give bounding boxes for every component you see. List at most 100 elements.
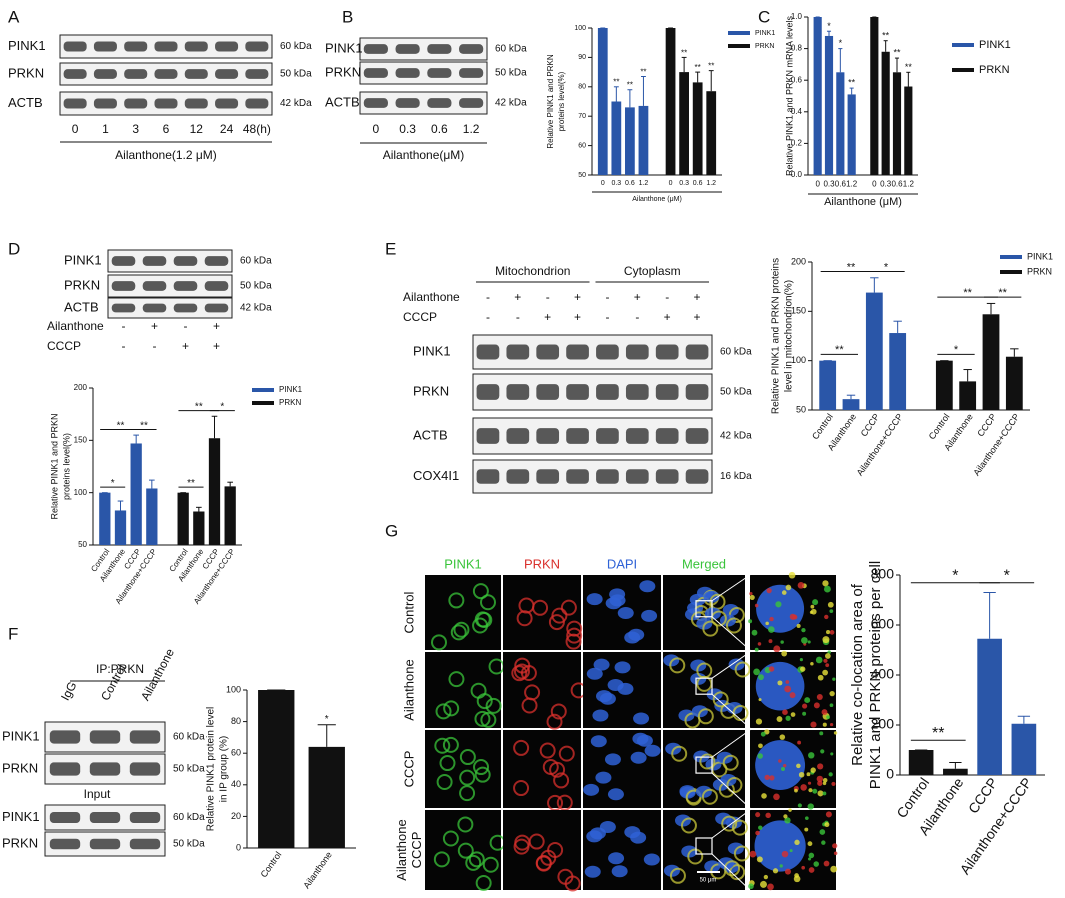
blot-band (427, 68, 452, 78)
condition-sign: - (486, 290, 490, 304)
speck (760, 731, 766, 737)
speck (784, 868, 791, 875)
blot-strip (107, 249, 233, 273)
speck (797, 803, 802, 808)
blot-band (215, 41, 239, 52)
blot-size-label: 50 kDa (173, 839, 205, 850)
speck (801, 627, 806, 633)
significance: * (827, 21, 831, 31)
zoom-line (711, 651, 751, 679)
lane-label: 1.2 (463, 122, 480, 136)
blot-band (363, 98, 388, 108)
blot-band (685, 344, 709, 360)
zoom-line (711, 853, 751, 891)
blot-row-label: PINK1 (2, 728, 40, 743)
condition-sign: + (694, 290, 701, 304)
cell-signal (459, 785, 476, 802)
nucleus (754, 820, 806, 872)
y-tick-label: 40 (231, 779, 241, 789)
blot-row-label: PINK1 (325, 40, 363, 55)
speck (822, 636, 830, 644)
blot-size-label: 16 kDa (720, 471, 752, 482)
cell-signal (701, 788, 718, 805)
speck (784, 817, 791, 824)
blot-band (476, 384, 500, 400)
bar (824, 35, 834, 176)
blot-band (655, 344, 679, 360)
speck (812, 599, 819, 606)
blot-band (566, 428, 589, 444)
bar (611, 101, 622, 175)
x-tick-label: Ailanthone+CCCP (855, 412, 905, 478)
cell-signal (726, 777, 743, 794)
cell-signal (669, 657, 686, 674)
blot-size-label: 50 kDa (280, 69, 312, 80)
speck (782, 709, 788, 716)
speck (772, 868, 779, 874)
blot-band (63, 69, 87, 79)
x-tick-label: 0 (601, 180, 605, 187)
nucleus (605, 597, 622, 610)
zoom-line (711, 693, 751, 729)
speck (781, 590, 787, 595)
speck (775, 601, 782, 608)
condition-label: Ailanthone (403, 290, 460, 304)
cell-signal (550, 703, 567, 720)
lane-label: 0.3 (399, 122, 416, 136)
blot-row-label: PINK1 (64, 252, 102, 267)
speck (801, 865, 805, 870)
speck (800, 784, 807, 791)
cell-signal (459, 769, 476, 786)
x-axis-label: Ailanthone (μM) (824, 196, 902, 208)
cell-signal (473, 759, 490, 776)
bar (881, 51, 890, 176)
lane-label: 0.6 (431, 122, 448, 136)
x-tick-label: 0.6 (835, 179, 847, 188)
blot-band (685, 428, 709, 444)
nucleus (617, 607, 634, 620)
micrograph (503, 575, 581, 650)
x-tick-label: 0.3 (880, 179, 892, 188)
blot-band (63, 41, 87, 52)
x-tick-label: CCCP (859, 412, 882, 439)
blot-band (506, 344, 530, 360)
cell-signal (436, 774, 453, 791)
bar (177, 492, 189, 545)
y-tick-label: 200 (791, 256, 806, 266)
blot-band (49, 730, 81, 744)
y-tick-label: 80 (231, 716, 241, 726)
nucleus (592, 709, 609, 722)
nucleus (755, 661, 805, 711)
speck (817, 790, 824, 797)
blot-row-label: PRKN (325, 64, 361, 79)
zoom-line (711, 772, 751, 809)
condition-sign: - (122, 339, 126, 353)
speck (829, 609, 834, 614)
condition-label: CCCP (403, 310, 437, 324)
speck (808, 752, 815, 759)
condition-sign: + (574, 310, 581, 324)
bar (1005, 356, 1023, 410)
speck (781, 650, 788, 657)
y-axis-label: Relative PINK1 and PRKN proteins (771, 258, 782, 414)
speck (823, 860, 830, 867)
significance: ** (882, 30, 890, 40)
speck (800, 666, 806, 672)
blot-size-label: 60 kDa (280, 41, 312, 52)
speck (829, 690, 835, 697)
cell-signal (535, 854, 552, 871)
blot-band (459, 44, 484, 54)
significance: * (952, 568, 958, 585)
x-tick-label: 0.6 (625, 180, 635, 187)
panel-label: A (8, 7, 20, 26)
y-tick-label: 0 (886, 766, 894, 782)
blot-band (625, 344, 649, 360)
x-tick-label: 1.2 (639, 180, 649, 187)
blot-band (111, 281, 136, 291)
y-axis-label: Relative PINK1 and PRKN (49, 413, 59, 519)
blot-strip (107, 274, 233, 298)
blot-band (596, 384, 619, 400)
y-tick-label: 800 (871, 566, 895, 582)
speck (807, 640, 811, 644)
condition-sign: - (605, 310, 609, 324)
